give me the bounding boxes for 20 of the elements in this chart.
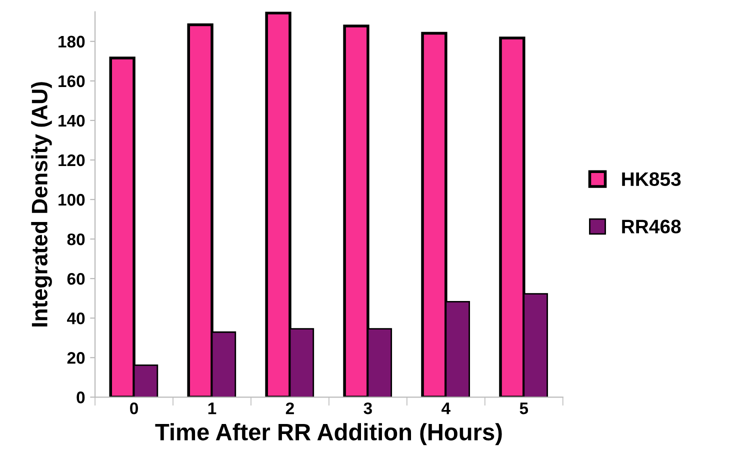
y-tick-label: 60: [67, 272, 85, 285]
x-tick-label: 2: [286, 402, 294, 414]
y-tick-label: 160: [58, 75, 85, 88]
x-axis-title: Time After RR Addition (Hours): [155, 423, 502, 446]
x-tick-label: 3: [364, 402, 372, 414]
y-tick-label: 40: [67, 312, 85, 324]
x-tick-label: 5: [520, 402, 528, 414]
y-tick-label: 180: [58, 36, 85, 48]
legend-label: RR468: [622, 220, 681, 234]
y-tick-label: 20: [67, 352, 85, 364]
y-tick-label: 0: [76, 392, 85, 404]
x-tick-label: 1: [208, 402, 216, 414]
y-tick-label: 100: [58, 194, 85, 206]
y-tick-label: 140: [58, 114, 85, 127]
y-tick-label: 80: [67, 233, 85, 246]
y-axis-title: Integrated Density (AU): [31, 82, 52, 326]
x-tick-label: 4: [442, 402, 450, 414]
legend-label: HK853: [622, 172, 681, 186]
x-tick-label: 0: [130, 402, 138, 414]
y-tick-label: 120: [58, 154, 85, 166]
